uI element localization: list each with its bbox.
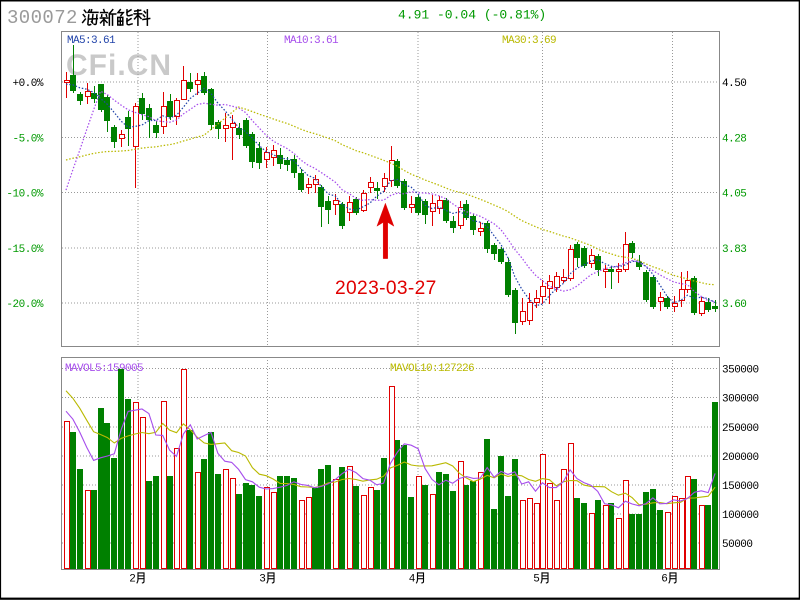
svg-text:MA30:3.69: MA30:3.69 — [502, 35, 556, 47]
svg-text:4.91 -0.04 (-0.81%): 4.91 -0.04 (-0.81%) — [398, 8, 546, 23]
svg-text:-5.0%: -5.0% — [12, 134, 43, 146]
svg-text:6: 6 — [661, 574, 668, 586]
svg-text:300000: 300000 — [722, 394, 759, 406]
svg-text:+0.0%: +0.0% — [12, 78, 43, 90]
svg-text:5: 5 — [533, 574, 540, 586]
svg-text:150000: 150000 — [722, 481, 759, 493]
svg-text:CFi.CN: CFi.CN — [66, 49, 172, 82]
svg-text:50000: 50000 — [722, 539, 753, 551]
svg-text:250000: 250000 — [722, 423, 759, 435]
svg-text:4.05: 4.05 — [722, 189, 746, 201]
svg-text:-10.0%: -10.0% — [6, 189, 44, 201]
svg-text:300072: 300072 — [7, 7, 78, 29]
svg-text:3.60: 3.60 — [722, 299, 746, 311]
svg-text:200000: 200000 — [722, 452, 759, 464]
svg-text:4.50: 4.50 — [722, 78, 746, 90]
svg-text:4: 4 — [409, 574, 416, 586]
svg-text:2023-03-27: 2023-03-27 — [335, 278, 437, 299]
svg-text:3: 3 — [259, 574, 266, 586]
svg-text:2: 2 — [129, 574, 136, 586]
svg-text:-20.0%: -20.0% — [6, 299, 44, 311]
svg-text:100000: 100000 — [722, 510, 759, 522]
svg-text:MA5:3.61: MA5:3.61 — [67, 35, 116, 47]
svg-text:-15.0%: -15.0% — [6, 244, 44, 256]
svg-text:3.83: 3.83 — [722, 244, 746, 256]
svg-text:MA10:3.61: MA10:3.61 — [284, 35, 339, 47]
svg-text:MAVOL5:159005: MAVOL5:159005 — [65, 363, 143, 375]
svg-text:4.28: 4.28 — [722, 134, 746, 146]
svg-text:350000: 350000 — [722, 365, 759, 377]
svg-text:MAVOL10:127226: MAVOL10:127226 — [390, 363, 474, 375]
